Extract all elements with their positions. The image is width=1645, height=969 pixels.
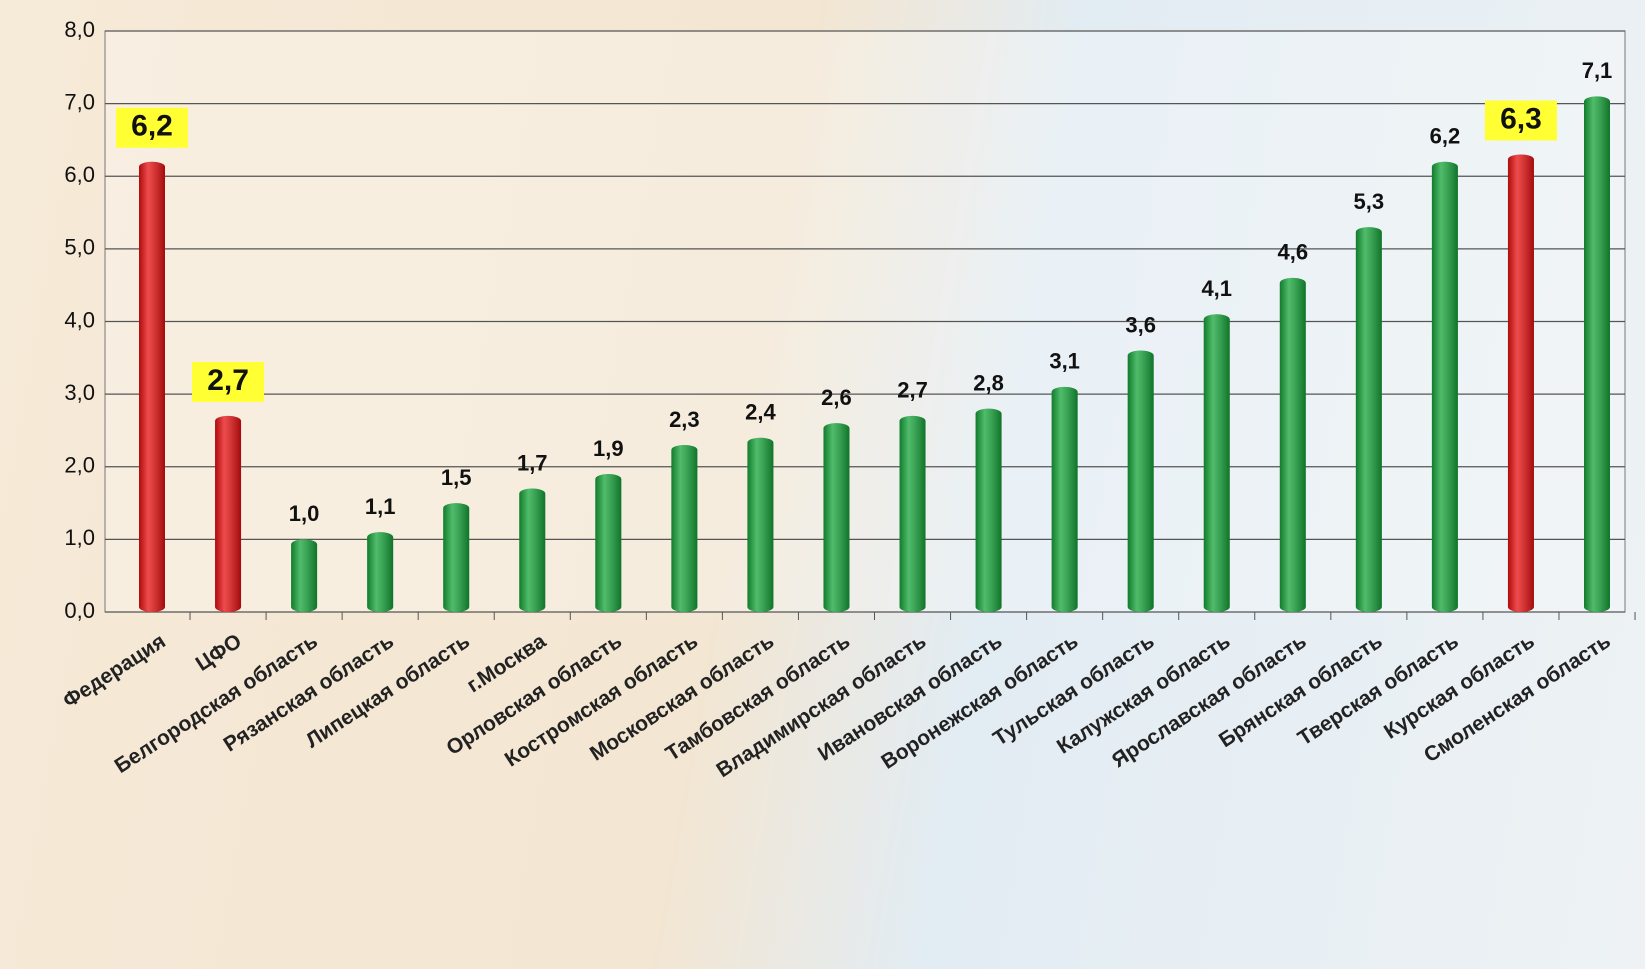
bar-shade: [671, 445, 697, 612]
value-label: 4,6: [1277, 240, 1308, 265]
value-label: 2,7: [207, 364, 249, 397]
bar-shade: [139, 162, 165, 612]
page: 0,0 1,0 2,0 3,0 4,0 5,0 6,0 7,0 8,0 Федерация 6,2 Ц…: [0, 0, 1645, 969]
bar-shade: [1584, 96, 1610, 612]
value-label: 6,2: [1430, 124, 1461, 149]
value-label: 2,7: [897, 378, 928, 403]
bar-shade: [900, 416, 926, 612]
bar-shade: [1128, 351, 1154, 612]
value-label: 6,3: [1500, 102, 1542, 135]
value-label: 6,2: [131, 110, 173, 143]
value-label: 1,9: [593, 436, 624, 461]
value-label: 2,8: [973, 370, 1004, 395]
value-label: 7,1: [1582, 58, 1613, 83]
y-tick-label: 7,0: [64, 89, 95, 114]
bar-shade: [823, 423, 849, 612]
bar-shade: [1280, 278, 1306, 612]
bar-shade: [519, 489, 545, 612]
bar-shade: [595, 474, 621, 612]
value-label: 1,5: [441, 465, 472, 490]
y-tick-label: 2,0: [64, 453, 95, 478]
value-label: 2,4: [745, 400, 776, 425]
bar-shade: [291, 539, 317, 612]
bar-shade: [1356, 227, 1382, 612]
x-tick-label: ЦФО: [192, 630, 246, 676]
bar-shade: [976, 409, 1002, 612]
bar-shade: [443, 503, 469, 612]
value-label: 1,1: [365, 494, 396, 519]
bar-shade: [1432, 162, 1458, 612]
value-label: 4,1: [1201, 276, 1232, 301]
bar-shade: [1508, 154, 1534, 612]
y-tick-label: 8,0: [64, 17, 95, 42]
x-tick-label: Федерация: [59, 630, 170, 713]
bar-shade: [747, 438, 773, 612]
value-label: 2,3: [669, 407, 700, 432]
bar-shade: [367, 532, 393, 612]
value-label: 1,0: [289, 501, 320, 526]
y-tick-label: 1,0: [64, 525, 95, 550]
y-tick-label: 3,0: [64, 380, 95, 405]
y-tick-label: 6,0: [64, 162, 95, 187]
y-tick-label: 4,0: [64, 307, 95, 332]
value-label: 3,6: [1125, 312, 1156, 337]
bar-shade: [1204, 314, 1230, 612]
y-tick-label: 0,0: [64, 598, 95, 623]
value-label: 3,1: [1049, 349, 1080, 374]
bar-shade: [1052, 387, 1078, 612]
value-label: 2,6: [821, 385, 852, 410]
value-label: 5,3: [1354, 189, 1385, 214]
y-tick-label: 5,0: [64, 235, 95, 260]
bar-shade: [215, 416, 241, 612]
value-label: 1,7: [517, 450, 548, 475]
chart: 0,0 1,0 2,0 3,0 4,0 5,0 6,0 7,0 8,0 Федерация 6,2 Ц…: [0, 0, 1645, 969]
